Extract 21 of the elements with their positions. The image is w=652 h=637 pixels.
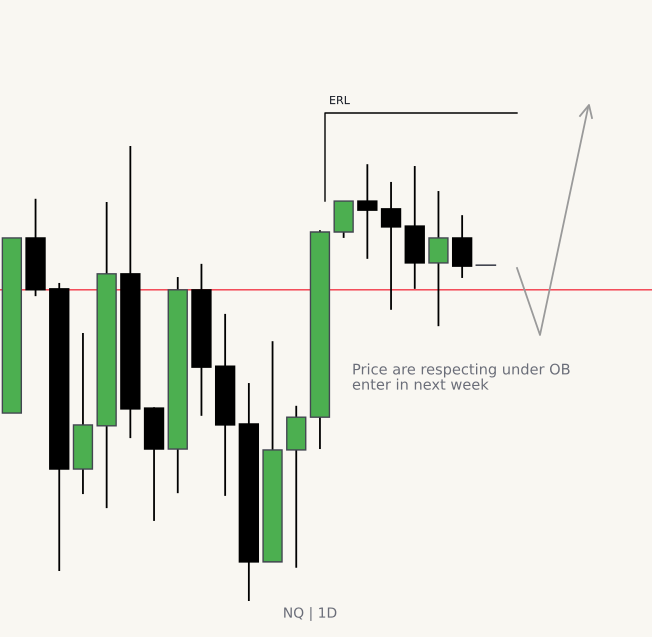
annotation: Price are respecting under OB enter in next week [352,363,570,390]
candlestick [72,332,94,495]
candlestick [120,145,141,440]
candlestick [452,214,472,279]
candlestick [286,404,306,569]
candlestick [214,312,236,497]
text: ERL [330,96,350,104]
candlestick [96,201,117,510]
candlestick [191,262,212,417]
candlestick [428,190,449,328]
candlestick [262,340,283,563]
candlestick [168,276,188,494]
candlestick [2,237,22,414]
candlestick [380,181,402,311]
text: NQ | 1D [284,607,336,621]
candlestick [357,163,378,260]
candlestick [310,229,330,450]
candlestick [25,198,46,298]
candlestick [238,382,260,602]
candlestick [404,165,425,290]
candlestick [333,200,354,239]
